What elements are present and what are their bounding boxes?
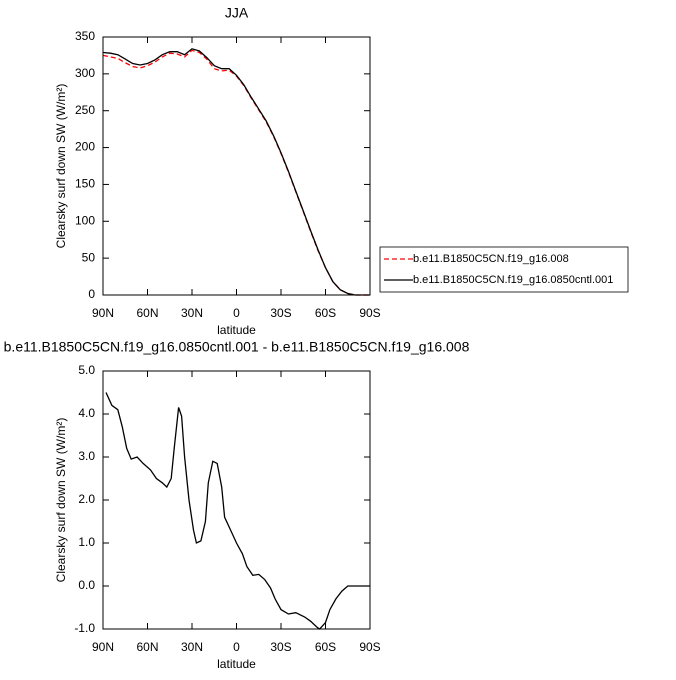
y-tick-label: 3.0: [78, 449, 95, 463]
x-axis-label: latitude: [217, 657, 256, 671]
x-tick-label: 30S: [270, 306, 291, 320]
legend-label: b.e11.B1850C5CN.f19_g16.008: [413, 253, 569, 265]
chart-title: JJA: [225, 5, 249, 21]
y-tick-label: 1.0: [78, 535, 95, 549]
x-tick-label: 0: [233, 640, 240, 654]
y-axis-label: Clearsky surf down SW (W/m²): [54, 418, 68, 583]
y-tick-label: 4.0: [78, 406, 95, 420]
y-tick-label: 200: [75, 140, 95, 154]
y-tick-label: 2.0: [78, 492, 95, 506]
x-tick-label: 90S: [359, 640, 380, 654]
x-tick-label: 30S: [270, 640, 291, 654]
chart-title: b.e11.B1850C5CN.f19_g16.0850cntl.001 - b…: [4, 339, 470, 355]
y-axis-label: Clearsky surf down SW (W/m²): [54, 84, 68, 249]
plot-frame: [102, 370, 371, 630]
x-tick-label: 60S: [315, 640, 336, 654]
plot-frame: [102, 36, 371, 296]
x-tick-label: 30N: [181, 640, 203, 654]
y-tick-label: 0.0: [78, 578, 95, 592]
x-tick-label: 60N: [136, 306, 158, 320]
x-tick-label: 30N: [181, 306, 203, 320]
data-line: [102, 48, 370, 296]
y-tick-label: -1.0: [74, 621, 95, 635]
x-tick-label: 60N: [136, 640, 158, 654]
x-tick-label: 90S: [359, 306, 380, 320]
y-tick-label: 100: [75, 213, 95, 227]
x-tick-label: 90N: [92, 640, 114, 654]
data-line: [102, 49, 370, 296]
y-tick-label: 5.0: [78, 363, 95, 377]
y-tick-label: 0: [88, 287, 95, 301]
legend-box: [379, 246, 629, 293]
y-tick-label: 150: [75, 177, 95, 191]
y-tick-label: 250: [75, 103, 95, 117]
y-tick-label: 350: [75, 29, 95, 43]
x-tick-label: 60S: [315, 306, 336, 320]
legend-label: b.e11.B1850C5CN.f19_g16.0850cntl.001: [413, 274, 613, 286]
x-tick-label: 90N: [92, 306, 114, 320]
y-tick-label: 300: [75, 66, 95, 80]
data-line: [105, 392, 370, 630]
y-tick-label: 50: [82, 250, 96, 264]
x-tick-label: 0: [233, 306, 240, 320]
x-axis-label: latitude: [217, 323, 256, 337]
